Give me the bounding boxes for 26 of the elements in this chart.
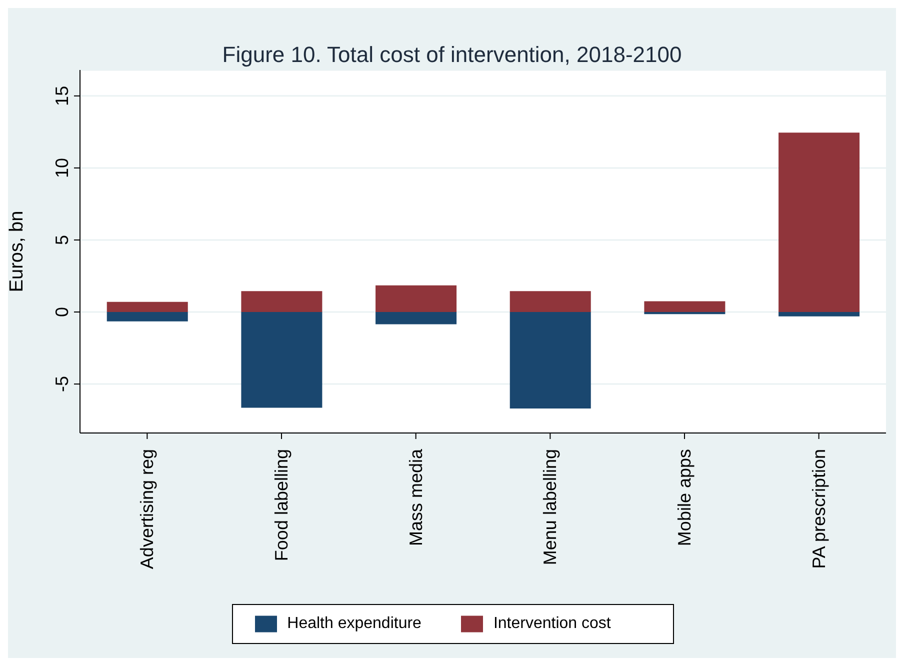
x-tick-label: Mass media [406, 448, 426, 546]
bar [241, 291, 322, 312]
bar [644, 301, 726, 312]
bar [778, 312, 860, 316]
y-tick-label: 5 [52, 234, 72, 245]
bar [510, 312, 591, 409]
bar [778, 132, 860, 312]
x-tick-label: Mobile apps [674, 449, 694, 546]
bar [510, 291, 591, 312]
y-tick-label: 10 [52, 158, 72, 178]
x-tick-label: Advertising reg [137, 449, 158, 570]
legend-label: Health expenditure [287, 615, 422, 632]
y-tick-label: 15 [52, 86, 72, 106]
bar [241, 312, 322, 408]
x-tick-label: Food labelling [272, 449, 292, 562]
y-axis-title: Euros, bn [6, 210, 28, 292]
x-tick-label: Menu labelling [540, 449, 560, 566]
bar [106, 312, 188, 322]
x-tick-label: PA prescription [808, 449, 829, 569]
bar [376, 285, 457, 312]
chart-title: Figure 10. Total cost of intervention, 2018-2100 [221, 42, 683, 68]
y-tick-label: -5 [52, 376, 72, 392]
bar [106, 302, 188, 312]
y-tick-label: 0 [52, 306, 72, 318]
legend-label: Intervention cost [493, 615, 611, 632]
bar [376, 312, 457, 324]
